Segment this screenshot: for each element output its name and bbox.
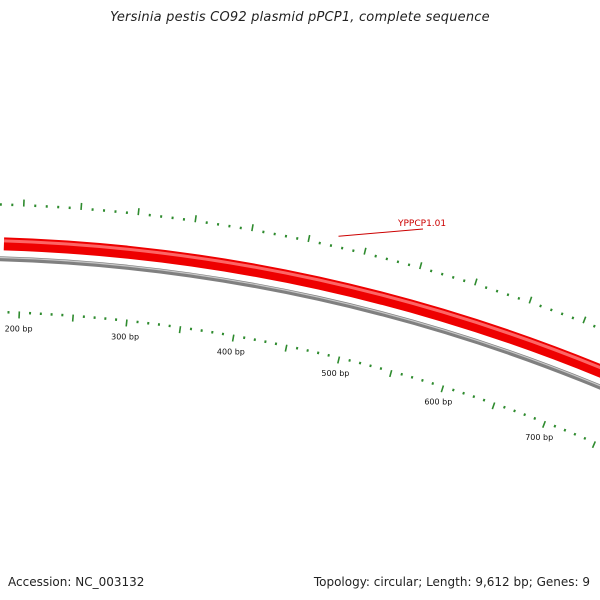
inner-minor-tick bbox=[523, 413, 527, 417]
map-title: Yersinia pestis CO92 plasmid pPCP1, comp… bbox=[110, 10, 490, 25]
inner-minor-tick bbox=[431, 382, 435, 385]
inner-major-tick bbox=[542, 420, 547, 428]
outer-minor-tick bbox=[592, 324, 596, 328]
inner-minor-tick bbox=[451, 388, 455, 392]
inner-major-tick bbox=[231, 334, 235, 342]
outer-major-tick bbox=[528, 296, 533, 304]
outer-major-tick bbox=[474, 278, 478, 286]
inner-minor-tick bbox=[348, 358, 351, 362]
tick-label: 600 bp bbox=[424, 398, 452, 407]
inner-minor-tick bbox=[462, 391, 465, 395]
outer-tick-ring bbox=[0, 199, 596, 328]
inner-minor-tick bbox=[533, 416, 537, 420]
outer-major-tick bbox=[137, 208, 140, 216]
feature-label-yppcp1-01[interactable]: YPPCP1.01 bbox=[397, 219, 446, 229]
tick-label: 300 bp bbox=[111, 332, 139, 341]
tick-label: 700 bp bbox=[525, 433, 553, 442]
outer-minor-tick bbox=[296, 236, 299, 240]
outer-major-tick bbox=[582, 316, 587, 324]
plasmid-backbone-highlight bbox=[0, 256, 600, 387]
outer-minor-tick bbox=[396, 260, 400, 264]
outer-minor-tick bbox=[506, 293, 510, 297]
tick-label: 400 bp bbox=[217, 347, 245, 356]
outer-minor-tick bbox=[374, 254, 377, 258]
outer-minor-tick bbox=[451, 275, 455, 279]
inner-major-tick bbox=[178, 326, 182, 334]
feature-arc-yppcp1-01[interactable] bbox=[3, 237, 600, 496]
inner-minor-tick bbox=[379, 367, 383, 371]
inner-minor-tick bbox=[513, 409, 516, 413]
outer-minor-tick bbox=[571, 316, 575, 320]
inner-minor-tick bbox=[583, 436, 587, 440]
inner-major-tick bbox=[71, 314, 74, 322]
outer-minor-tick bbox=[318, 241, 321, 245]
inner-tick-ring bbox=[7, 311, 597, 449]
inner-major-tick bbox=[284, 344, 288, 352]
feature-leader-line bbox=[338, 228, 424, 237]
inner-minor-tick bbox=[553, 424, 557, 428]
feature-arc-highlight bbox=[3, 239, 600, 370]
inner-minor-tick bbox=[410, 375, 414, 379]
outer-minor-tick bbox=[484, 286, 488, 290]
inner-minor-tick bbox=[503, 405, 506, 409]
inner-minor-tick bbox=[295, 346, 299, 350]
topology-summary: Topology: circular; Length: 9,612 bp; Ge… bbox=[313, 575, 590, 589]
outer-minor-tick bbox=[407, 263, 411, 267]
outer-minor-tick bbox=[440, 272, 444, 276]
outer-major-tick bbox=[251, 224, 254, 232]
inner-major-tick bbox=[440, 385, 445, 393]
inner-minor-tick bbox=[327, 353, 330, 357]
outer-major-tick bbox=[80, 202, 83, 210]
outer-minor-tick bbox=[385, 257, 389, 261]
outer-minor-tick bbox=[495, 289, 499, 293]
tick-label: 200 bp bbox=[5, 324, 33, 333]
inner-minor-tick bbox=[306, 349, 309, 352]
outer-minor-tick bbox=[340, 246, 344, 250]
inner-minor-tick bbox=[421, 378, 424, 382]
outer-minor-tick bbox=[329, 244, 333, 247]
inner-major-tick bbox=[591, 441, 597, 449]
inner-minor-tick bbox=[369, 364, 372, 368]
backbone-group bbox=[0, 256, 600, 390]
inner-minor-tick bbox=[358, 361, 362, 365]
plasmid-backbone bbox=[0, 256, 600, 390]
inner-minor-tick bbox=[573, 432, 577, 436]
outer-major-tick bbox=[363, 247, 367, 255]
inner-minor-tick bbox=[563, 428, 567, 432]
inner-major-tick bbox=[491, 402, 496, 410]
inner-major-tick bbox=[125, 319, 128, 327]
inner-minor-tick bbox=[400, 372, 404, 376]
inner-minor-tick bbox=[316, 351, 320, 355]
outer-minor-tick bbox=[549, 308, 553, 312]
accession-label: Accession: NC_003132 bbox=[8, 575, 145, 589]
inner-major-tick bbox=[389, 369, 393, 378]
inner-minor-tick bbox=[472, 395, 476, 399]
outer-major-tick bbox=[307, 234, 311, 243]
feature-group: YPPCP1.01 bbox=[3, 219, 600, 496]
outer-minor-tick bbox=[352, 249, 355, 253]
outer-minor-tick bbox=[429, 269, 433, 273]
outer-minor-tick bbox=[539, 304, 542, 308]
outer-major-tick bbox=[194, 215, 197, 223]
outer-minor-tick bbox=[517, 296, 521, 300]
tick-label: 500 bp bbox=[321, 369, 349, 378]
outer-minor-tick bbox=[560, 312, 564, 316]
outer-major-tick bbox=[418, 262, 423, 270]
inner-major-tick bbox=[337, 356, 341, 364]
inner-minor-tick bbox=[482, 398, 486, 402]
outer-minor-tick bbox=[462, 279, 466, 283]
